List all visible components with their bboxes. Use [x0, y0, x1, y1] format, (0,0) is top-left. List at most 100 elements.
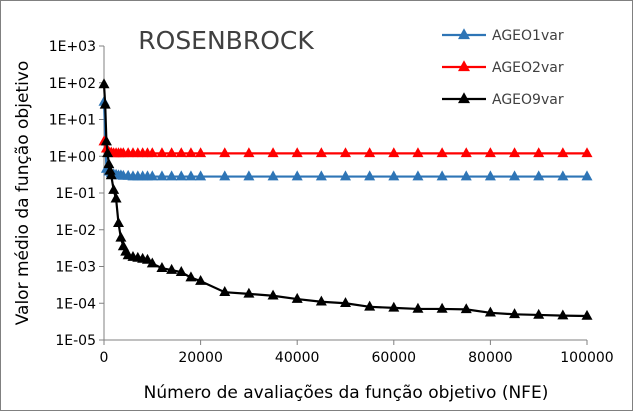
- series-ageo1var: [98, 95, 593, 181]
- y-tick-label: 1E-04: [55, 296, 96, 312]
- data-point-ageo9var: [108, 183, 120, 194]
- data-point-ageo9var: [100, 135, 112, 146]
- data-point-ageo2var: [146, 147, 158, 158]
- data-point-ageo9var: [557, 309, 569, 320]
- data-point-ageo2var: [581, 147, 593, 158]
- series-ageo2var: [98, 135, 593, 158]
- series-layer: [98, 78, 593, 320]
- data-point-ageo1var: [291, 170, 303, 181]
- data-point-ageo1var: [267, 170, 279, 181]
- data-point-ageo9var: [388, 301, 400, 312]
- legend-marker-ageo9var: [458, 92, 470, 104]
- data-point-ageo1var: [412, 170, 424, 181]
- data-point-ageo9var: [98, 78, 110, 89]
- data-point-ageo1var: [460, 170, 472, 181]
- legend-marker-ageo1var: [458, 28, 470, 40]
- data-point-ageo9var: [110, 192, 122, 203]
- data-point-ageo9var: [195, 274, 207, 285]
- chart-title: ROSENBROCK: [138, 26, 314, 55]
- data-point-ageo2var: [195, 147, 207, 158]
- y-tick-label: 1E-01: [55, 186, 96, 202]
- data-point-ageo9var: [291, 292, 303, 303]
- data-point-ageo1var: [557, 170, 569, 181]
- data-point-ageo1var: [146, 170, 158, 181]
- y-tick-label: 1E-03: [55, 260, 96, 276]
- data-point-ageo9var: [484, 306, 496, 317]
- data-point-ageo9var: [112, 217, 124, 228]
- y-tick-label: 1E+03: [49, 39, 96, 55]
- data-point-ageo2var: [156, 147, 168, 158]
- series-line-ageo1var: [102, 101, 587, 178]
- series-ageo9var: [98, 78, 593, 320]
- legend: AGEO1var AGEO2var AGEO9var: [442, 28, 564, 108]
- data-point-ageo1var: [175, 170, 187, 181]
- data-point-ageo1var: [185, 170, 197, 181]
- data-point-ageo2var: [460, 147, 472, 158]
- data-point-ageo1var: [581, 170, 593, 181]
- data-point-ageo2var: [175, 147, 187, 158]
- data-point-ageo2var: [315, 147, 327, 158]
- x-tick-label: 60000: [372, 350, 417, 366]
- x-tick-label: 40000: [275, 350, 320, 366]
- y-tick-label: 1E-02: [55, 223, 96, 239]
- x-axis-title: Número de avaliações da função objetivo …: [144, 383, 549, 403]
- data-point-ageo9var: [166, 263, 178, 274]
- legend-marker-ageo2var: [458, 60, 470, 72]
- data-point-ageo1var: [436, 170, 448, 181]
- data-point-ageo2var: [243, 147, 255, 158]
- data-point-ageo9var: [412, 302, 424, 313]
- legend-label-ageo9var: AGEO9var: [492, 92, 564, 108]
- data-point-ageo2var: [166, 147, 178, 158]
- data-point-ageo9var: [102, 147, 114, 158]
- x-tick-label: 20000: [178, 350, 223, 366]
- series-line-ageo9var: [102, 84, 588, 318]
- data-point-ageo1var: [195, 170, 207, 181]
- data-point-ageo1var: [315, 170, 327, 181]
- data-point-ageo9var: [185, 271, 197, 282]
- data-point-ageo2var: [267, 147, 279, 158]
- y-axis-title: Valor médio da função objetivo: [13, 61, 33, 326]
- data-point-ageo2var: [388, 147, 400, 158]
- data-point-ageo9var: [156, 262, 168, 272]
- data-point-ageo9var: [103, 158, 115, 169]
- data-point-ageo2var: [412, 147, 424, 158]
- data-point-ageo1var: [166, 170, 178, 181]
- legend-label-ageo1var: AGEO1var: [492, 28, 564, 44]
- data-point-ageo2var: [533, 147, 545, 158]
- data-point-ageo9var: [340, 297, 351, 308]
- x-tick-label: 0: [100, 350, 109, 366]
- data-point-ageo9var: [460, 303, 472, 314]
- data-point-ageo9var: [267, 289, 279, 300]
- data-point-ageo1var: [219, 170, 231, 181]
- data-point-ageo9var: [99, 98, 111, 109]
- data-point-ageo1var: [243, 170, 255, 181]
- data-point-ageo9var: [146, 257, 158, 268]
- data-point-ageo1var: [156, 170, 168, 181]
- y-tick-label: 1E+00: [49, 149, 96, 165]
- legend-label-ageo2var: AGEO2var: [492, 60, 564, 76]
- data-point-ageo2var: [219, 147, 231, 158]
- data-point-ageo9var: [509, 308, 521, 319]
- data-point-ageo1var: [484, 170, 496, 181]
- data-point-ageo1var: [533, 170, 545, 181]
- data-point-ageo1var: [340, 170, 351, 181]
- y-tick-label: 1E+01: [49, 113, 96, 129]
- data-point-ageo2var: [185, 147, 197, 158]
- data-point-ageo9var: [315, 295, 327, 306]
- data-point-ageo1var: [509, 170, 521, 181]
- data-point-ageo2var: [340, 147, 351, 158]
- data-point-ageo9var: [243, 287, 255, 298]
- data-point-ageo9var: [219, 286, 231, 296]
- data-point-ageo9var: [105, 169, 117, 180]
- data-point-ageo2var: [436, 147, 448, 158]
- data-point-ageo9var: [533, 308, 545, 319]
- data-point-ageo9var: [436, 302, 448, 313]
- data-point-ageo2var: [557, 147, 569, 158]
- x-tick-label: 80000: [468, 350, 513, 366]
- x-tick-label: 100000: [560, 350, 613, 366]
- data-point-ageo2var: [364, 147, 376, 158]
- data-point-ageo2var: [291, 147, 303, 158]
- data-point-ageo9var: [175, 266, 187, 276]
